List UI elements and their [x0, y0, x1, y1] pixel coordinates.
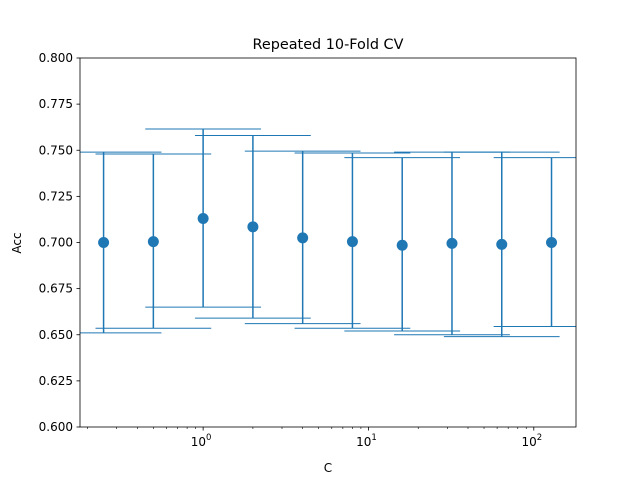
x-tick-label-base: 10 [521, 435, 536, 449]
data-point [396, 239, 408, 251]
y-tick-label: 0.650 [39, 328, 73, 342]
y-axis-label: Acc [10, 232, 24, 253]
data-point [546, 237, 558, 248]
data-point [346, 236, 358, 248]
x-tick-label: 102 [521, 433, 542, 449]
data-point [197, 213, 209, 225]
y-tick-label: 0.600 [39, 420, 73, 434]
y-tick-label: 0.800 [39, 51, 73, 65]
y-tick-label: 0.700 [39, 236, 73, 250]
x-tick-label: 100 [191, 433, 212, 449]
y-tick-label: 0.675 [39, 282, 73, 296]
x-tick-label-base: 10 [191, 435, 206, 449]
y-tick-label: 0.775 [39, 97, 73, 111]
tick-layer: 0.600 0.625 0.650 0.675 0.700 0.725 0.750 0.775… [39, 51, 543, 449]
data-point [297, 232, 309, 244]
data-point [247, 221, 259, 233]
data-point [496, 238, 508, 250]
plot-layer [80, 128, 576, 338]
y-tick-label: 0.625 [39, 374, 73, 388]
x-axis-label: C [324, 461, 332, 475]
data-point [446, 237, 458, 249]
data-point [98, 237, 110, 248]
x-tick-label-exponent: 2 [537, 433, 542, 443]
x-tick-label-base: 10 [356, 435, 371, 449]
x-tick-label: 101 [356, 433, 377, 449]
chart-title: Repeated 10-Fold CV [253, 37, 404, 53]
y-tick-label: 0.750 [39, 143, 73, 157]
data-point [147, 236, 159, 248]
x-tick-label-exponent: 0 [206, 433, 211, 443]
x-tick-label-exponent: 1 [371, 433, 376, 443]
y-tick-label: 0.725 [39, 189, 73, 203]
